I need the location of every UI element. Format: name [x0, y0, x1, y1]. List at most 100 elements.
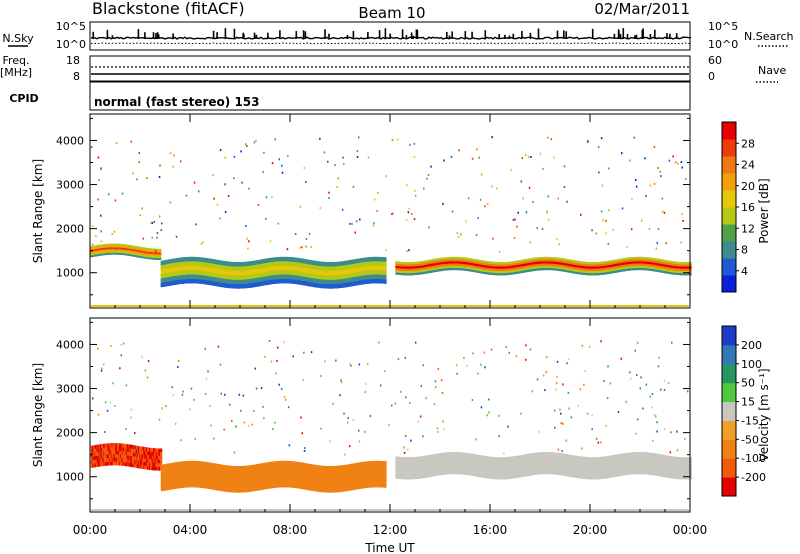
power-cell: [630, 268, 633, 271]
power-cell: [163, 273, 166, 278]
noise-left-tick-bottom: 10^0: [56, 38, 86, 51]
power-cell: [601, 266, 604, 269]
noise-right-tick-bottom: 10^0: [708, 38, 738, 51]
velocity-cell: [179, 479, 182, 484]
power-cell: [501, 262, 504, 265]
power-cell: [660, 175, 662, 178]
power-cell: [351, 222, 353, 225]
power-cell: [91, 245, 95, 248]
power-cell: [681, 213, 683, 216]
power-cell: [396, 261, 399, 264]
power-cell: [195, 223, 197, 226]
power-cell: [436, 267, 439, 270]
power-cell: [213, 263, 216, 269]
power-cell: [260, 277, 263, 282]
power-cell: [478, 266, 481, 269]
power-cell: [643, 257, 647, 260]
power-cell: [534, 257, 537, 260]
power-cell: [459, 257, 462, 260]
power-cell: [376, 210, 378, 212]
power-cell: [365, 266, 368, 271]
velocity-cell: [103, 454, 106, 459]
power-cell: [635, 256, 639, 260]
power-cell: [471, 157, 474, 160]
power-cell: [104, 244, 107, 246]
velocity-cell: [144, 447, 147, 451]
power-cell: [656, 242, 658, 244]
power-cell: [623, 266, 627, 269]
velocity-cell: [139, 450, 143, 454]
power-cell: [367, 266, 370, 271]
power-cell: [278, 265, 281, 271]
power-cell: [260, 259, 263, 264]
power-cell: [243, 266, 246, 271]
power-cell: [254, 278, 257, 283]
power-cell: [646, 259, 649, 262]
power-cell: [410, 262, 413, 265]
power-cell: [351, 259, 354, 265]
velocity-cell: [113, 454, 116, 458]
noise-sky-label: N.Sky: [2, 32, 34, 45]
power-cell: [421, 267, 424, 270]
power-cell: [605, 219, 607, 222]
power-cell: [561, 260, 564, 263]
power-cell: [530, 264, 533, 267]
power-cell: [224, 156, 227, 159]
power-cell: [112, 243, 115, 246]
power-cell: [297, 266, 300, 272]
power-cell: [582, 263, 585, 266]
power-cell: [525, 154, 527, 157]
velocity-cell: [107, 458, 110, 462]
power-cell: [295, 275, 298, 280]
velocity-cell: [122, 447, 125, 452]
power-cell: [536, 227, 538, 229]
power-cell: [110, 245, 114, 248]
power-cell: [649, 259, 652, 262]
power-cell: [129, 248, 132, 251]
power-cell: [334, 270, 337, 276]
velocity-cell: [97, 444, 100, 449]
power-cell: [457, 263, 460, 266]
power-cell: [263, 151, 265, 154]
power-cell: [657, 167, 659, 169]
power-cell: [397, 263, 401, 267]
power-cell: [247, 247, 249, 250]
power-cell: [229, 270, 232, 275]
power-cell: [660, 268, 663, 271]
power-cell: [288, 265, 292, 271]
power-cell: [304, 259, 308, 264]
power-cell: [262, 170, 264, 173]
power-cell: [613, 270, 616, 273]
power-cell: [563, 186, 566, 188]
power-cell: [653, 258, 656, 261]
power-cell: [471, 265, 475, 268]
power-cell: [512, 261, 515, 264]
power-cell: [527, 155, 530, 158]
power-cell: [91, 255, 95, 257]
power-cell: [436, 260, 439, 263]
power-cell: [526, 265, 529, 268]
power-cell: [630, 266, 633, 269]
power-cell: [167, 281, 170, 286]
power-cell: [543, 256, 546, 260]
power-cell: [532, 266, 536, 269]
velocity-cell: [113, 461, 116, 466]
power-cell: [182, 279, 185, 284]
power-cell: [655, 265, 658, 268]
power-cell: [547, 195, 549, 198]
power-cell: [237, 271, 240, 276]
power-cell: [187, 274, 190, 279]
power-cell: [421, 265, 424, 268]
power-cell: [484, 205, 486, 208]
power-cell: [643, 268, 647, 271]
velocity-cell: [160, 464, 164, 470]
power-cell: [601, 263, 604, 266]
power-cell: [657, 228, 660, 231]
power-cell: [165, 277, 168, 282]
power-cell: [541, 268, 544, 271]
power-cell: [521, 157, 523, 160]
power-cell: [278, 257, 281, 262]
power-cell: [631, 197, 633, 200]
power-cell: [385, 175, 387, 178]
velocity-cell: [130, 463, 133, 467]
